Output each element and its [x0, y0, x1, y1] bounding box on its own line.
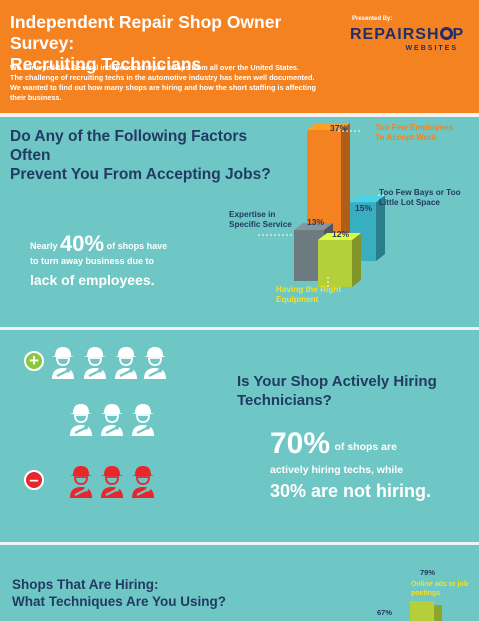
factor-category-label-line: Equipment [276, 295, 319, 304]
factors-section: Do Any of the Following Factors Often Pr… [0, 117, 479, 327]
intro-text: We surveyed 160 General independent repa… [10, 63, 335, 103]
factor-category-label-line: Little Lot Space [379, 198, 440, 207]
technician-hiring-icon [115, 347, 137, 379]
online-ads-label-line-2: postings [411, 590, 441, 597]
divider [0, 113, 479, 117]
factor-value-label: 15% [355, 203, 373, 213]
minus-icon: – [24, 470, 44, 490]
intro-line-1: We surveyed 160 General independent repa… [10, 63, 299, 72]
online-ads-label-line-1: Online ads or job [411, 581, 469, 588]
factor-category-label-line: Having the Right [276, 285, 342, 294]
page-title: Independent Repair Shop Owner Survey: Re… [10, 12, 340, 75]
technician-hiring-icon [52, 347, 74, 379]
online-ads-bar [410, 601, 434, 621]
logo-subtitle: WEBSITES [405, 45, 458, 52]
factors-question-line-2: Prevent You From Accepting Jobs? [10, 166, 271, 183]
factor-value-label: 12% [332, 229, 350, 239]
technician-not-hiring-icon [132, 466, 154, 498]
techniques-question: Shops That Are Hiring: What Techniques A… [12, 576, 312, 610]
hiring-section: + – Is Your Shop Actively Hiring Technic… [0, 330, 479, 542]
second-technique-value: 67% [377, 608, 393, 617]
technician-not-hiring-icon [101, 466, 123, 498]
factor-bar-top [307, 123, 350, 130]
logo-ring-icon [439, 27, 453, 40]
factor-category-label: Having the Right Equipment [276, 285, 356, 305]
turn-away-stat: Nearly 40% of shops have to turn away bu… [30, 231, 180, 290]
plus-icon: + [24, 351, 44, 371]
repairshop-logo[interactable]: Presented By: REPAIRSH P WEBSITES [350, 16, 466, 52]
techniques-question-line-1: Shops That Are Hiring: [12, 577, 159, 592]
technician-hiring-icon [70, 404, 92, 436]
factor-bar-1 [350, 195, 385, 261]
hiring-question-line-1: Is Your Shop Actively Hiring [237, 373, 437, 390]
technician-not-hiring-icon [70, 466, 92, 498]
techniques-bar-chart [410, 601, 442, 621]
factor-category-label: Too Few Employees To Accept Work [375, 123, 465, 143]
logo-wordmark: REPAIRSH P [350, 25, 466, 45]
header-banner: Independent Repair Shop Owner Survey: Re… [0, 0, 479, 113]
online-ads-label: Online ads or job postings [411, 580, 471, 598]
factors-question: Do Any of the Following Factors Often Pr… [10, 127, 290, 184]
factor-bar-front [318, 239, 352, 287]
hiring-stat-line-3: 30% are not hiring. [270, 481, 432, 501]
technician-hiring-icon [144, 347, 166, 379]
factor-category-label-line: To Accept Work [375, 133, 437, 142]
techniques-question-line-2: What Techniques Are You Using? [12, 594, 227, 609]
technician-hiring-icon [101, 404, 123, 436]
title-line-2: Recruiting Technicians [10, 54, 202, 74]
divider [0, 327, 479, 330]
turn-away-line-3: lack of employees. [30, 272, 155, 288]
intro-line-3: We wanted to find out how many shops are… [10, 83, 316, 92]
hiring-question-line-2: Technicians? [237, 392, 332, 409]
hiring-question: Is Your Shop Actively Hiring Technicians… [237, 372, 447, 410]
logo-wordmark-a: REPAIRSH [350, 26, 440, 43]
turn-away-suffix: of shops have [106, 241, 168, 251]
online-ads-value: 79% [420, 568, 436, 577]
title-line-1: Independent Repair Shop Owner Survey: [10, 12, 282, 53]
logo-wordmark-b: P [452, 26, 465, 43]
factor-bar-top [350, 195, 385, 203]
factor-category-label-line: Specific Service [229, 220, 292, 229]
divider [0, 542, 479, 545]
factors-3d-bar-chart [258, 123, 385, 287]
factor-value-label: 37% [330, 123, 348, 133]
hiring-stat: 70% of shops are actively hiring techs, … [270, 427, 470, 503]
factor-bar-3 [318, 232, 361, 287]
technician-hiring-icon [132, 404, 154, 436]
factor-category-label-line: Expertise in [229, 210, 276, 219]
hiring-stat-suffix: of shops are [334, 441, 397, 453]
factors-question-line-1: Do Any of the Following Factors Often [10, 128, 248, 164]
intro-line-2: The challenge of recruiting techs in the… [10, 73, 315, 82]
factor-category-label: Expertise in Specific Service [229, 210, 309, 230]
hiring-stat-value: 70% [270, 427, 331, 460]
intro-line-4: their business. [10, 93, 62, 102]
turn-away-value: 40% [60, 231, 105, 256]
turn-away-line-2: to turn away business due to [30, 256, 155, 266]
factor-bar-top [318, 232, 361, 240]
online-ads-bar-side [434, 605, 442, 621]
turn-away-prefix: Nearly [30, 241, 58, 251]
factor-bar-side [352, 232, 361, 287]
logo-presented-by: Presented By: [352, 16, 393, 22]
technician-hiring-icon [84, 347, 106, 379]
factor-value-label: 13% [307, 217, 325, 227]
factor-category-label-line: Too Few Bays or Too [379, 188, 461, 197]
techniques-section: Shops That Are Hiring: What Techniques A… [0, 545, 479, 621]
factor-category-label: Too Few Bays or Too Little Lot Space [379, 188, 474, 208]
hiring-stat-line-2: actively hiring techs, while [270, 464, 404, 476]
factor-category-label-line: Too Few Employees [375, 123, 454, 132]
factor-bar-side [376, 195, 385, 261]
factor-bar-top [294, 223, 333, 231]
